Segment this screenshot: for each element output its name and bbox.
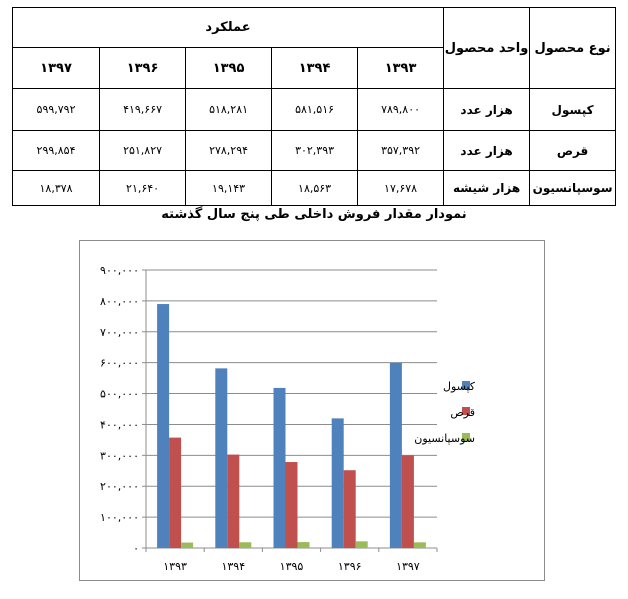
legend-swatch — [462, 433, 470, 441]
bar — [343, 470, 356, 548]
bar — [181, 542, 194, 548]
bar — [331, 418, 344, 548]
cell-unit: هزار عدد — [443, 130, 531, 171]
header-unit: واحد محصول — [443, 7, 531, 89]
legend-swatch — [462, 381, 470, 389]
cell-product: سوسپانسیون — [529, 170, 617, 206]
cell-unit: هزار شیشه — [443, 170, 531, 206]
cell-unit: هزار عدد — [443, 88, 531, 131]
legend-label: قرص — [450, 406, 475, 419]
bar — [239, 542, 252, 548]
legend-swatch — [462, 407, 470, 415]
header-year: ۱۳۹۷ — [11, 47, 101, 89]
y-tick-label: ۶۰۰,۰۰۰ — [100, 357, 139, 370]
cell-value: ۴۱۹,۶۶۷ — [99, 88, 187, 131]
header-year: ۱۳۹۴ — [271, 47, 359, 89]
cell-product: کپسول — [529, 88, 617, 131]
y-tick-label: ۹۰۰,۰۰۰ — [100, 264, 139, 277]
header-year: ۱۳۹۶ — [99, 47, 187, 89]
bar — [389, 362, 402, 548]
x-tick-label: ۱۳۹۶ — [338, 560, 362, 573]
legend-label: کپسول — [443, 380, 476, 393]
performance-table: نوع محصول واحد محصول عملکرد ۱۳۹۳ ۱۳۹۴ ۱۳… — [11, 7, 617, 206]
cell-value: ۵۹۹,۷۹۲ — [11, 88, 101, 131]
y-tick-label: ۱۰۰,۰۰۰ — [100, 511, 139, 524]
y-tick-label: ۲۰۰,۰۰۰ — [100, 480, 139, 493]
chart-title: نمودار مقدار فروش داخلی طی پنج سال گذشته — [161, 207, 467, 222]
header-product-type: نوع محصول — [529, 7, 617, 89]
x-tick-label: ۱۳۹۷ — [396, 560, 420, 573]
y-tick-label: ۰ — [133, 542, 139, 555]
cell-value: ۲۵۱,۸۲۷ — [99, 130, 187, 171]
bar — [285, 462, 298, 548]
bar — [413, 542, 426, 548]
legend-label: سوسپانسیون — [414, 432, 475, 445]
bar — [169, 437, 182, 548]
bar — [401, 455, 414, 548]
bar — [157, 304, 170, 548]
bar — [297, 542, 310, 548]
x-tick-label: ۱۳۹۳ — [163, 560, 187, 573]
bar — [227, 454, 240, 548]
cell-value: ۵۱۸,۲۸۱ — [185, 88, 273, 131]
header-year: ۱۳۹۳ — [357, 47, 445, 89]
cell-value: ۲۱,۶۴۰ — [99, 170, 187, 206]
cell-value: ۲۷۸,۲۹۴ — [185, 130, 273, 171]
x-tick-label: ۱۳۹۵ — [280, 560, 304, 573]
y-tick-label: ۵۰۰,۰۰۰ — [100, 388, 139, 401]
cell-value: ۱۸,۳۷۸ — [11, 170, 101, 206]
cell-product: قرص — [529, 130, 617, 171]
table-row: سوسپانسیون هزار شیشه ۱۷,۶۷۸ ۱۸,۵۶۳ ۱۹,۱۴… — [11, 170, 617, 206]
cell-value: ۵۸۱,۵۱۶ — [271, 88, 359, 131]
table-row: کپسول هزار عدد ۷۸۹,۸۰۰ ۵۸۱,۵۱۶ ۵۱۸,۲۸۱ ۴… — [11, 88, 617, 131]
table-row: قرص هزار عدد ۳۵۷,۳۹۲ ۳۰۲,۳۹۳ ۲۷۸,۲۹۴ ۲۵۱… — [11, 130, 617, 171]
bar — [273, 387, 286, 548]
bar — [355, 541, 368, 548]
y-tick-label: ۷۰۰,۰۰۰ — [100, 326, 139, 339]
cell-value: ۱۹,۱۴۳ — [185, 170, 273, 206]
chart-frame — [79, 240, 545, 581]
bar — [215, 368, 228, 548]
x-tick-label: ۱۳۹۴ — [221, 560, 245, 573]
header-year: ۱۳۹۵ — [185, 47, 273, 89]
y-tick-label: ۳۰۰,۰۰۰ — [100, 449, 139, 462]
cell-value: ۱۸,۵۶۳ — [271, 170, 359, 206]
cell-value: ۷۸۹,۸۰۰ — [357, 88, 445, 131]
y-tick-label: ۸۰۰,۰۰۰ — [100, 295, 139, 308]
y-tick-label: ۴۰۰,۰۰۰ — [100, 418, 139, 431]
cell-value: ۱۷,۶۷۸ — [357, 170, 445, 206]
